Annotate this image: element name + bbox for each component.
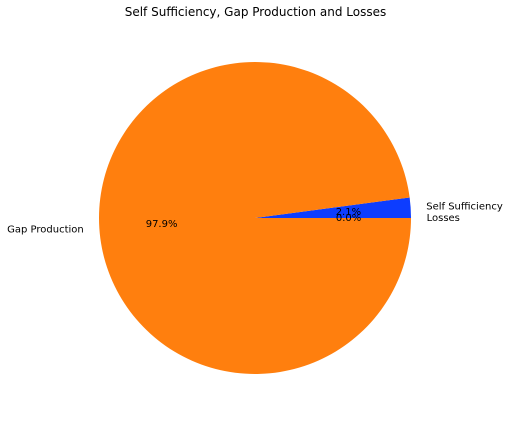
pie-pct-label-gap-production: 97.9% [146,219,178,230]
pie-pct-label-losses: 0.0% [336,213,361,224]
pie-slice-self-sufficiency [255,197,411,218]
pie-category-label-self-sufficiency: Self Sufficiency [426,202,503,213]
pie-slices [98,62,411,375]
chart-title: Self Sufficiency, Gap Production and Los… [124,5,387,19]
pie-slice-gap-production [98,62,411,375]
pie-category-label-losses: Losses [427,213,460,224]
pie-labels: 2.1% Self Sufficiency 97.9% Gap Production 0… [7,202,503,236]
pie-pct-label-self-sufficiency: 2.1% [336,207,361,218]
pie-category-label-gap-production: Gap Production [7,224,84,235]
